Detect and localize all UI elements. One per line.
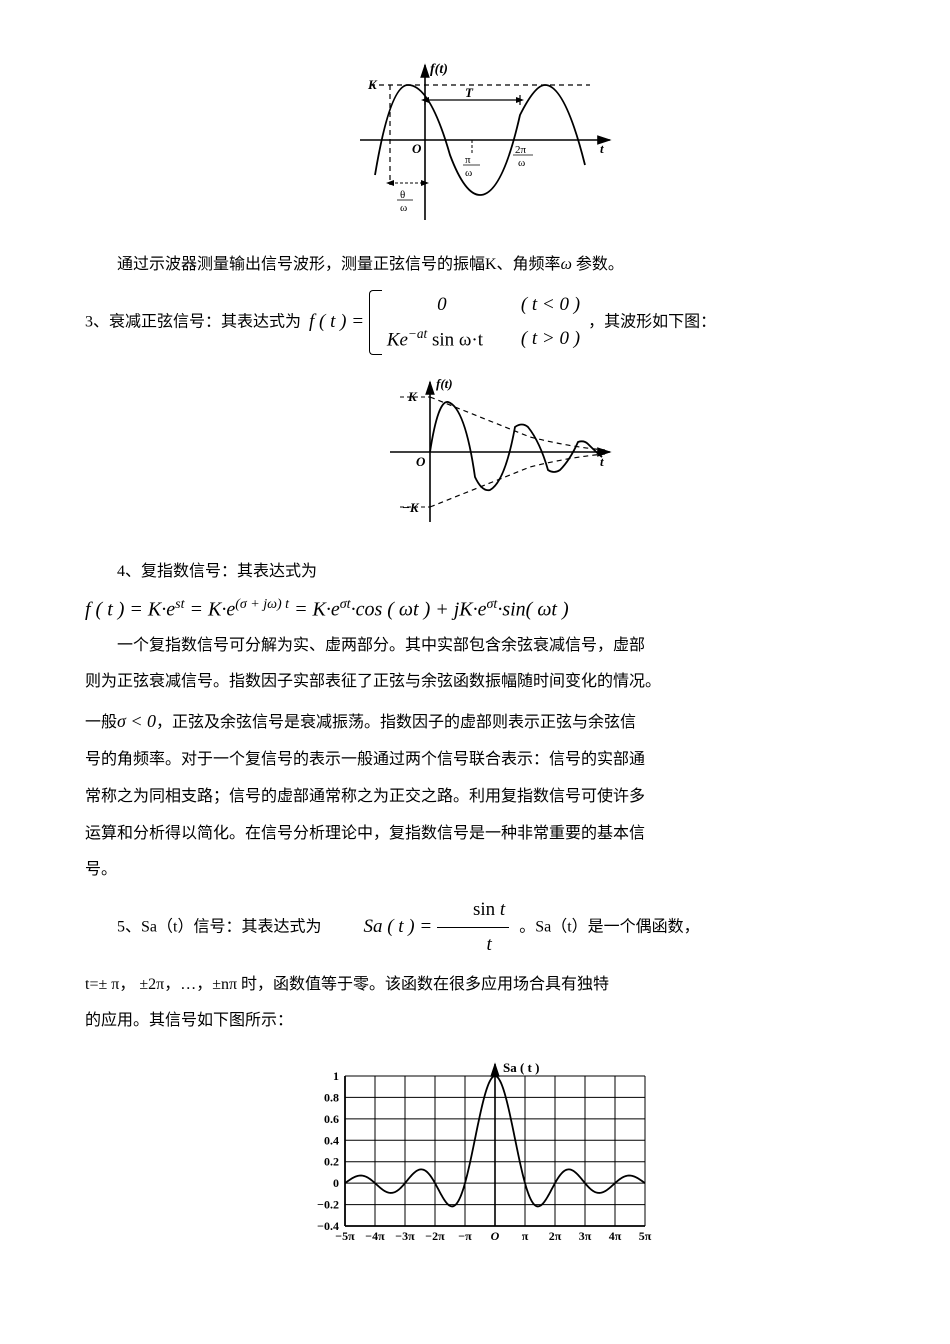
k-label: K	[367, 77, 378, 92]
svg-text:ω: ω	[400, 202, 407, 214]
item5-para3: 的应用。其信号如下图所示：	[85, 1007, 865, 1036]
svg-text:ω: ω	[465, 167, 472, 179]
figure-1: f(t) K T O t π ω 2π ω θ ω	[85, 55, 865, 236]
t-period-label: T	[465, 85, 474, 100]
svg-text:0: 0	[333, 1176, 339, 1190]
para4a: 一个复指数信号可分解为实、虚两部分。其中实部包含余弦衰减信号，虚部	[85, 632, 865, 661]
item4-lead-line: 4、复指数信号：其表达式为	[85, 558, 865, 587]
item3-r2-exp: −at	[408, 326, 427, 341]
item-3-line: 3、衰减正弦信号：其表达式为 f ( t ) = 0 ( t < 0 ) Ke−…	[85, 288, 865, 358]
para4c: 一般σ < 0，正弦及余弦信号是衰减振荡。指数因子的虚部则表示正弦与余弦信	[85, 705, 865, 738]
item5-lhs: Sa ( t ) =	[363, 916, 432, 937]
paragraph-1: 通过示波器测量输出信号波形，测量正弦信号的振幅K、角频率ω 参数。	[85, 251, 865, 280]
item4-formula: f ( t ) = K·est = K·e(σ + jω) t = K·eσt·…	[85, 595, 865, 624]
svg-text:−3π: −3π	[395, 1229, 415, 1243]
svg-text:0.6: 0.6	[324, 1112, 339, 1126]
item3-r2-sin: sin ω·t	[427, 329, 483, 350]
figure-2: f(t) K −K O t	[85, 372, 865, 543]
svg-text:0.4: 0.4	[324, 1133, 339, 1147]
svg-text:2π: 2π	[549, 1229, 562, 1243]
svg-text:2π: 2π	[515, 144, 527, 156]
item5-line1: 5、Sa（t）信号：其表达式为 Sa ( t ) = sin t t 。Sa（t…	[85, 893, 865, 962]
fig2-ylabel: f(t)	[436, 376, 453, 391]
para4b: 则为正弦衰减信号。指数因子实部表征了正弦与余弦函数振幅随时间变化的情况。	[85, 668, 865, 697]
svg-text:π: π	[465, 154, 471, 166]
item3-tail: ，其波形如下图：	[588, 313, 716, 330]
svg-text:−5π: −5π	[335, 1229, 355, 1243]
axis-x-label: t	[600, 141, 604, 156]
fig2-origin: O	[416, 454, 426, 469]
svg-text:3π: 3π	[579, 1229, 592, 1243]
item3-r1-expr: 0	[387, 288, 497, 322]
sine-wave-chart: f(t) K T O t π ω 2π ω θ ω	[330, 55, 620, 225]
fig2-k: K	[407, 389, 418, 404]
svg-text:ω: ω	[518, 157, 525, 169]
damped-sine-chart: f(t) K −K O t	[330, 372, 620, 532]
svg-text:0.2: 0.2	[324, 1155, 339, 1169]
svg-text:0.8: 0.8	[324, 1091, 339, 1105]
sinc-chart: 10.80.60.40.20−0.2−0.4−5π−4π−3π−2π−πOπ2π…	[285, 1051, 665, 1251]
item3-lead: 3、衰减正弦信号：其表达式为	[85, 313, 301, 330]
item5-para2: t=± π， ±2π，…，±nπ 时，函数值等于零。该函数在很多应用场合具有独特	[85, 971, 865, 1000]
svg-text:θ: θ	[400, 189, 405, 201]
para4d: 号的角频率。对于一个复信号的表示一般通过两个信号联合表示：信号的实部通	[85, 746, 865, 775]
svg-text:1: 1	[333, 1069, 339, 1083]
item4-lead: 4、复指数信号：其表达式为	[117, 563, 317, 580]
para4f: 运算和分析得以简化。在信号分析理论中，复指数信号是一种非常重要的基本信	[85, 820, 865, 849]
item5-tail1: 。Sa（t）是一个偶函数，	[519, 918, 699, 935]
svg-text:Sa ( t ): Sa ( t )	[503, 1060, 539, 1075]
item3-r2-K: Ke	[387, 329, 408, 350]
svg-text:−0.2: −0.2	[317, 1198, 339, 1212]
svg-text:−π: −π	[458, 1229, 472, 1243]
para4e: 常称之为同相支路；信号的虚部通常称之为正交之路。利用复指数信号可使许多	[85, 783, 865, 812]
svg-text:−2π: −2π	[425, 1229, 445, 1243]
svg-text:O: O	[491, 1229, 500, 1243]
axis-y-label: f(t)	[430, 62, 448, 77]
para1-text: 通过示波器测量输出信号波形，测量正弦信号的振幅K、角频率	[117, 256, 561, 273]
origin-label: O	[412, 141, 422, 156]
item3-r2-cond: ( t > 0 )	[521, 322, 580, 358]
svg-text:−4π: −4π	[365, 1229, 385, 1243]
item5-lead: 5、Sa（t）信号：其表达式为	[117, 918, 321, 935]
para1-tail: 参数。	[572, 256, 624, 273]
svg-text:4π: 4π	[609, 1229, 622, 1243]
fig2-negk: −K	[402, 500, 420, 515]
item3-r1-cond: ( t < 0 )	[521, 288, 580, 322]
para4g: 号。	[85, 856, 865, 885]
item3-lhs: f ( t ) =	[309, 311, 364, 332]
svg-text:π: π	[522, 1229, 529, 1243]
fig2-xlabel: t	[600, 454, 604, 469]
svg-text:5π: 5π	[639, 1229, 652, 1243]
omega-symbol: ω	[561, 256, 572, 273]
figure-3: 10.80.60.40.20−0.2−0.4−5π−4π−3π−2π−πOπ2π…	[85, 1051, 865, 1262]
